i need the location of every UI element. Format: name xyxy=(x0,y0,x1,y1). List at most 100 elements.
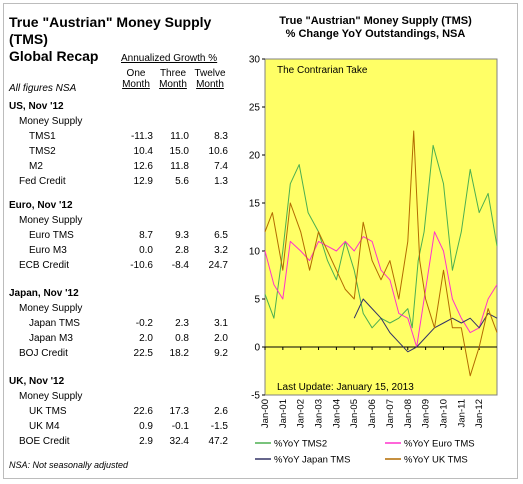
row-value: 2.0 xyxy=(139,333,153,344)
col3-header-line1: Twelve xyxy=(194,68,226,79)
row-value: 15.0 xyxy=(169,146,189,157)
x-tick-label: Jan-08 xyxy=(403,399,414,428)
credit-value: 1.3 xyxy=(214,176,228,187)
credit-value: 22.5 xyxy=(133,348,153,359)
credit-value: -10.6 xyxy=(130,260,153,271)
row-value: 17.3 xyxy=(169,406,189,417)
row-value: 10.6 xyxy=(208,146,228,157)
footnote: NSA: Not seasonally adjusted xyxy=(9,460,129,470)
y-tick-label: 15 xyxy=(249,199,261,210)
row-value: 7.4 xyxy=(214,161,228,172)
chart-subtitle: % Change YoY Outstandings, NSA xyxy=(285,28,466,40)
row-value: 2.8 xyxy=(175,245,189,256)
x-tick-label: Jan-04 xyxy=(331,399,342,428)
y-tick-label: 20 xyxy=(249,151,261,162)
x-tick-label: Jan-00 xyxy=(260,399,271,428)
y-tick-label: 10 xyxy=(249,247,261,258)
credit-value: 2.9 xyxy=(139,436,153,447)
section-title: UK, Nov '12 xyxy=(9,376,65,387)
credit-value: 12.9 xyxy=(133,176,153,187)
row-label: Japan TMS xyxy=(29,318,80,329)
row-label: M2 xyxy=(29,161,43,172)
chart-title: True "Austrian" Money Supply (TMS) xyxy=(279,15,472,27)
credit-value: 9.2 xyxy=(214,348,228,359)
credit-value: 47.2 xyxy=(208,436,228,447)
row-value: 10.4 xyxy=(133,146,153,157)
section-title: Japan, Nov '12 xyxy=(9,288,79,299)
row-value: 0.0 xyxy=(139,245,153,256)
legend-label: %YoY Japan TMS xyxy=(274,455,350,466)
row-value: 9.3 xyxy=(175,230,189,241)
table-title: True "Austrian" Money Supply (TMS) Globa… xyxy=(9,14,224,65)
recap-table: True "Austrian" Money Supply (TMS) Globa… xyxy=(9,14,228,479)
x-tick-label: Jan-02 xyxy=(296,399,307,428)
x-tick-label: Jan-12 xyxy=(474,399,485,428)
col2-header-line1: Three xyxy=(159,68,187,79)
row-value: -0.2 xyxy=(135,318,153,329)
col3-header: Twelve Month xyxy=(189,68,231,90)
annotation-bottom: Last Update: January 15, 2013 xyxy=(277,382,414,393)
row-label: UK M4 xyxy=(29,421,60,432)
x-tick-label: Jan-10 xyxy=(438,399,449,428)
row-label: Euro M3 xyxy=(29,245,67,256)
row-value: 3.1 xyxy=(214,318,228,329)
section-subtitle: Money Supply xyxy=(19,116,83,127)
row-value: -11.3 xyxy=(130,131,153,142)
series-line xyxy=(264,231,498,348)
chart-panel: True "Austrian" Money Supply (TMS) % Cha… xyxy=(235,7,516,478)
col3-header-line2: Month xyxy=(196,79,224,90)
row-label: TMS1 xyxy=(29,131,56,142)
legend-label: %YoY UK TMS xyxy=(404,455,468,466)
section-subtitle: Money Supply xyxy=(19,303,83,314)
row-value: 6.5 xyxy=(214,230,228,241)
credit-value: 32.4 xyxy=(169,436,189,447)
col1-header-line1: One xyxy=(126,68,146,79)
section-subtitle: Money Supply xyxy=(19,391,83,402)
section-title: Euro, Nov '12 xyxy=(9,200,73,211)
series-line xyxy=(264,144,498,329)
x-tick-label: Jan-07 xyxy=(385,399,396,428)
series-line xyxy=(264,130,498,377)
col1-header-line2: Month xyxy=(122,79,150,90)
row-value: 0.9 xyxy=(139,421,153,432)
row-label: UK TMS xyxy=(29,406,67,417)
row-value: 11.0 xyxy=(170,131,189,142)
row-value: 0.8 xyxy=(175,333,189,344)
credit-value: -8.4 xyxy=(171,260,189,271)
col2-header: Three Month xyxy=(154,68,192,90)
row-label: TMS2 xyxy=(29,146,56,157)
annotation-top: The Contrarian Take xyxy=(277,65,368,76)
row-value: 22.6 xyxy=(133,406,153,417)
x-tick-label: Jan-11 xyxy=(456,399,467,427)
annualized-growth-header: Annualized Growth % xyxy=(121,53,218,64)
row-value: 2.0 xyxy=(214,333,228,344)
y-tick-label: -5 xyxy=(251,391,260,402)
row-value: -1.5 xyxy=(210,421,228,432)
col1-header: One Month xyxy=(117,68,155,90)
series-line xyxy=(353,298,498,353)
row-value: 3.2 xyxy=(214,245,228,256)
table-title-line2: Global Recap xyxy=(9,48,99,64)
credit-value: 5.6 xyxy=(175,176,189,187)
row-value: 2.6 xyxy=(214,406,228,417)
line-chart: -5 0 5 10 15 20 25 30 Jan-00 Jan-01 Jan-02 Jan-03 Ja… xyxy=(249,55,498,466)
row-value: 8.3 xyxy=(214,131,228,142)
credit-label: Fed Credit xyxy=(19,176,66,187)
section-subtitle: Money Supply xyxy=(19,215,83,226)
row-label: Euro TMS xyxy=(29,230,74,241)
y-tick-label: 25 xyxy=(249,103,261,114)
x-tick-label: Jan-03 xyxy=(314,399,325,428)
table-title-line1: True "Austrian" Money Supply (TMS) xyxy=(9,14,212,47)
x-tick-label: Jan-06 xyxy=(367,399,378,428)
section-title: US, Nov '12 xyxy=(9,101,64,112)
credit-value: 18.2 xyxy=(169,348,189,359)
credit-label: BOJ Credit xyxy=(19,348,68,359)
x-tick-label: Jan-09 xyxy=(421,399,432,428)
row-value: 11.8 xyxy=(170,161,189,172)
row-value: 12.6 xyxy=(133,161,153,172)
row-label: Japan M3 xyxy=(29,333,73,344)
credit-value: 24.7 xyxy=(208,260,228,271)
all-figures-nsa: All figures NSA xyxy=(9,83,77,94)
row-value: 8.7 xyxy=(139,230,153,241)
plot-area xyxy=(264,58,498,396)
